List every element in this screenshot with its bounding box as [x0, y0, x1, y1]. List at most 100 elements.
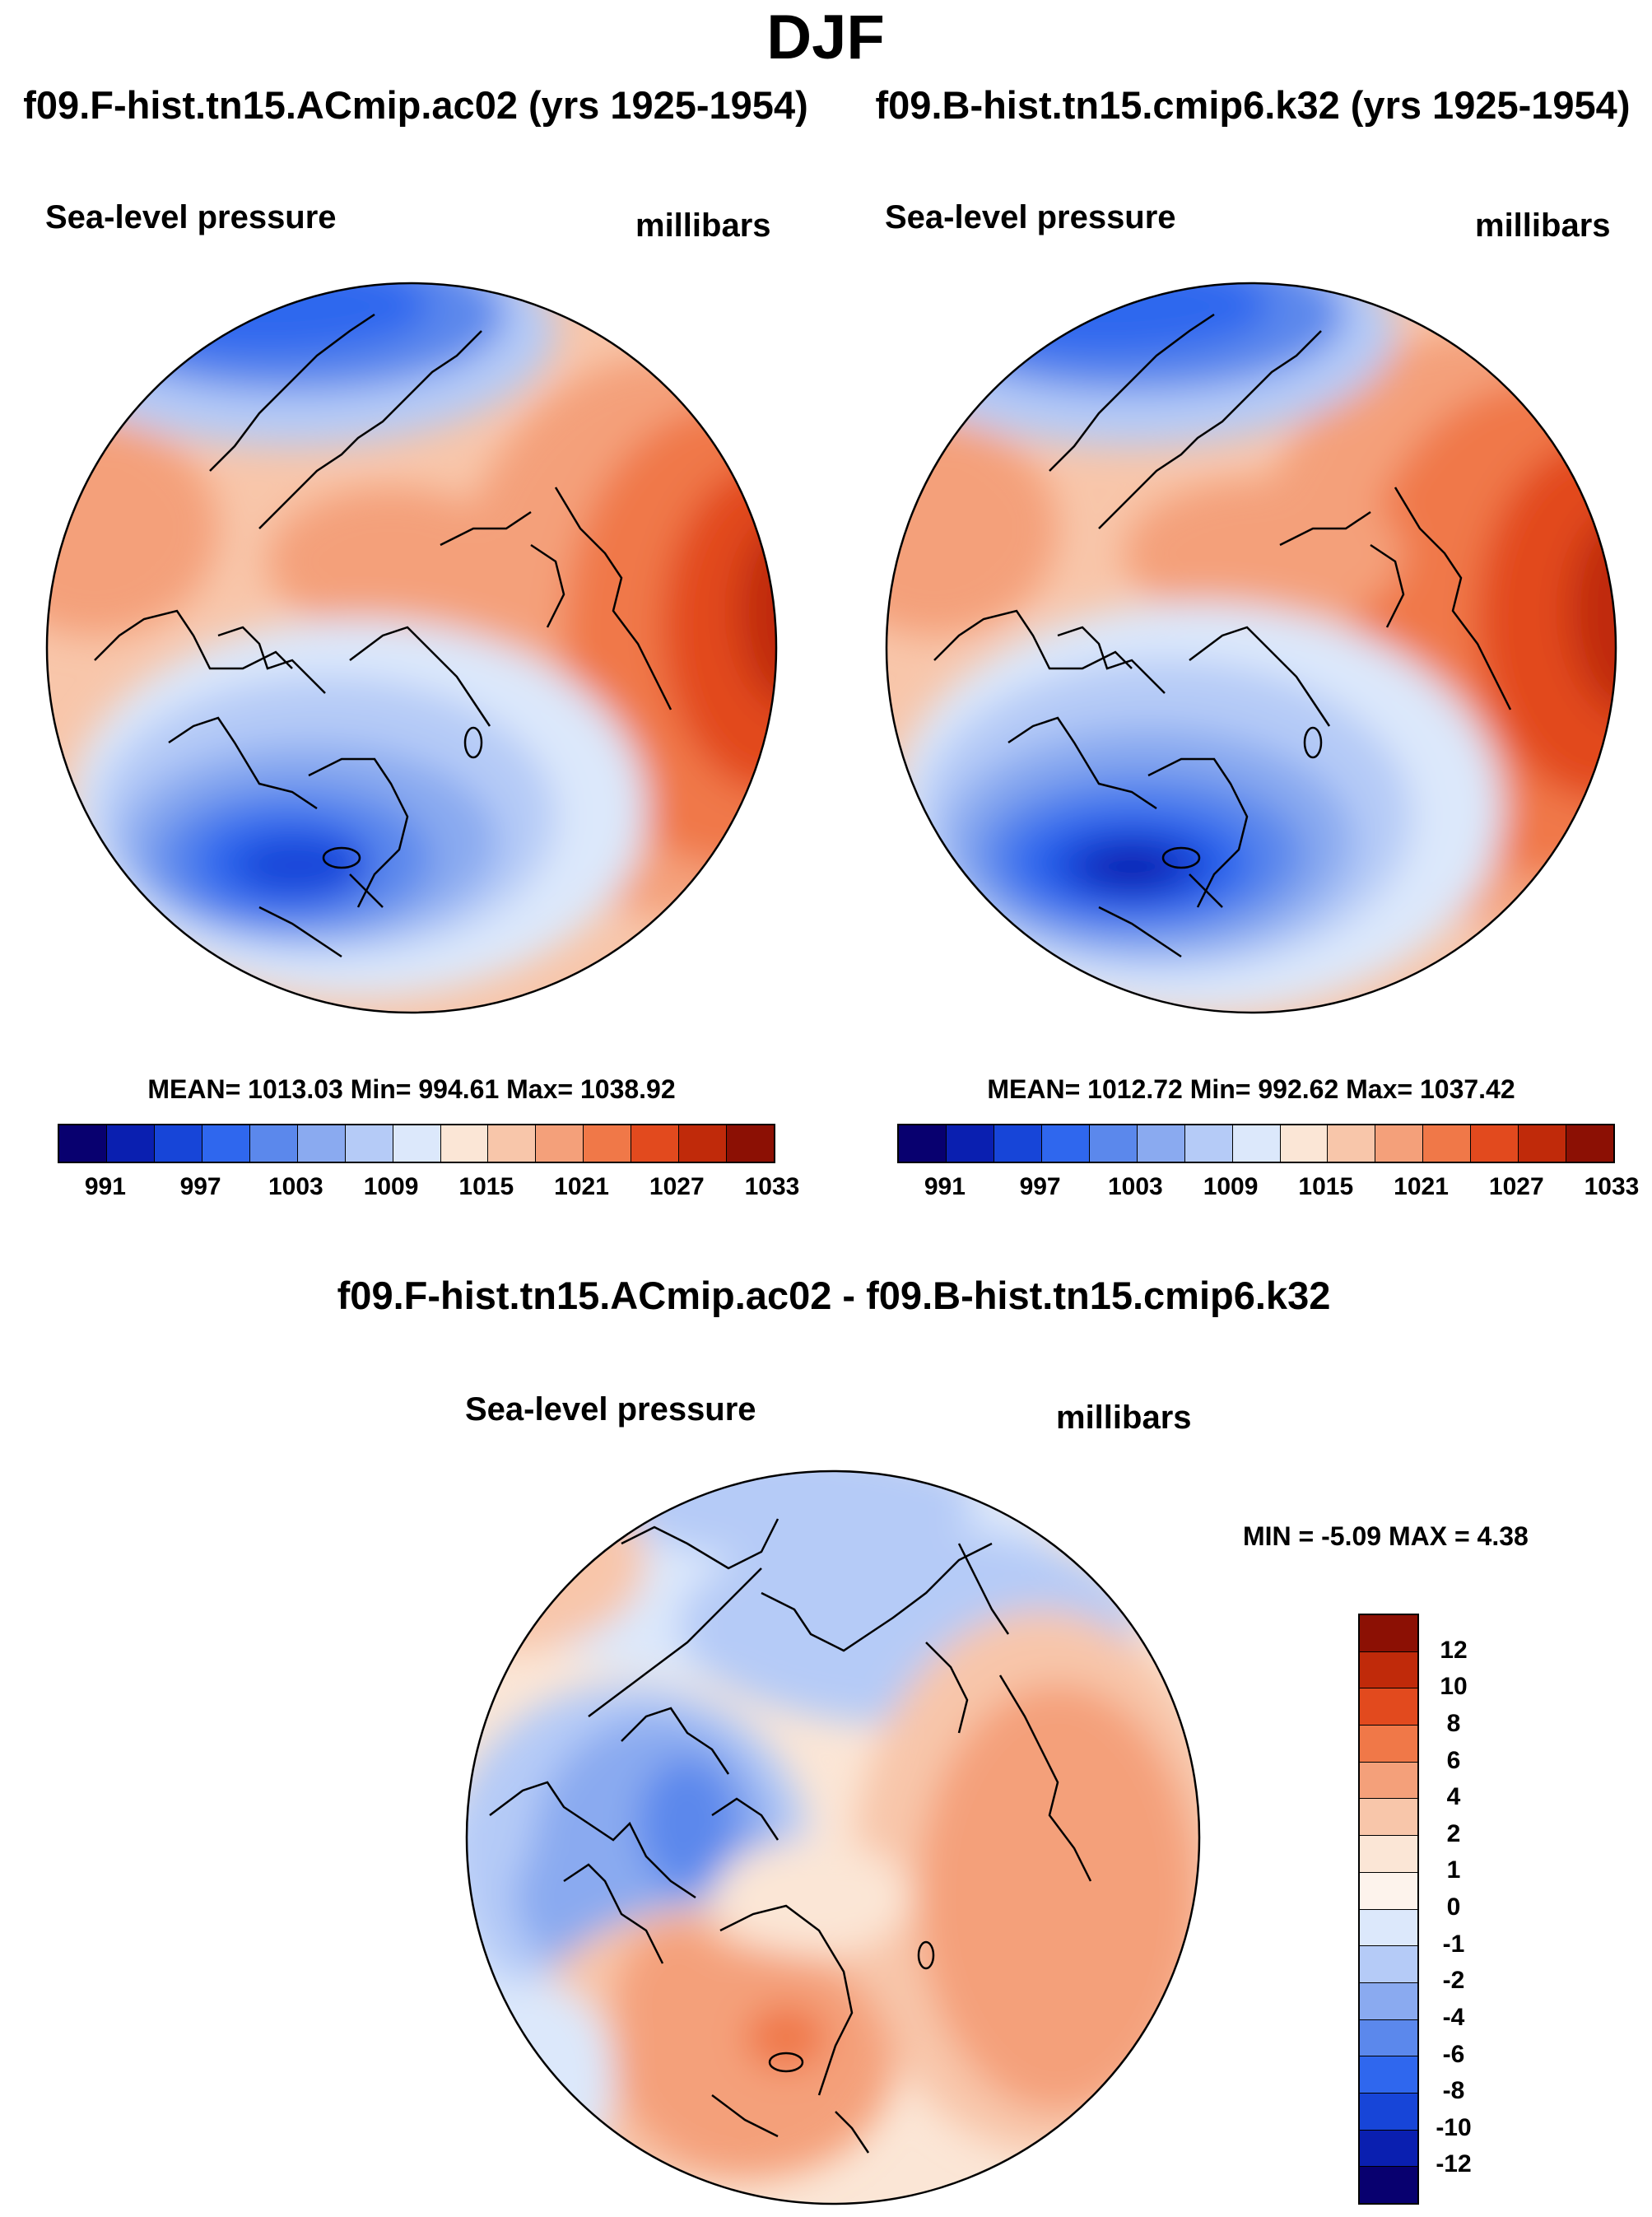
panel-a-colorbar-swatch	[536, 1125, 584, 1162]
panel-b-colorbar-swatch	[1566, 1125, 1614, 1162]
difference-colorbar-label: 10	[1440, 1673, 1468, 1701]
panel-b-units-label: millibars	[1475, 207, 1611, 244]
panel-b-colorbar-swatch	[1041, 1125, 1090, 1162]
difference-colorbar-label: -8	[1442, 2077, 1465, 2105]
panel-b-colorbar-swatch	[899, 1125, 947, 1162]
difference-map-border	[465, 1469, 1201, 2205]
difference-colorbar-swatch	[1360, 1836, 1417, 1873]
panel-b-colorbar-label: 991	[924, 1173, 966, 1200]
panel-a-colorbar-label: 1015	[458, 1173, 514, 1200]
panel-a-colorbar-swatch	[59, 1125, 107, 1162]
panel-b-colorbar-swatch	[1232, 1125, 1281, 1162]
difference-slp-field	[467, 1471, 1199, 2204]
panel-a-map	[45, 282, 778, 1014]
difference-colorbar-swatch	[1360, 1909, 1417, 1947]
season-title: DJF	[766, 2, 885, 72]
difference-colorbar-label: 8	[1446, 1709, 1461, 1737]
panel-b-colorbar-swatch	[1184, 1125, 1233, 1162]
panel-a-colorbar-swatch	[488, 1125, 537, 1162]
panel-b-colorbar-swatch	[1137, 1125, 1185, 1162]
difference-colorbar-label: 4	[1446, 1783, 1461, 1811]
difference-colorbar-label: -12	[1436, 2150, 1472, 2178]
panel-a-colorbar-label: 997	[179, 1173, 221, 1200]
panel-b-colorbar-label: 1033	[1584, 1173, 1640, 1200]
difference-colorbar-label: -4	[1442, 2003, 1465, 2031]
difference-units-label: millibars	[1056, 1400, 1192, 1436]
difference-title: f09.F-hist.tn15.ACmip.ac02 - f09.B-hist.…	[337, 1274, 1331, 1317]
case-a-title: f09.F-hist.tn15.ACmip.ac02 (yrs 1925-195…	[23, 83, 808, 127]
panel-a-colorbar	[58, 1124, 775, 1163]
panel-b-slp-field	[886, 283, 1616, 1013]
difference-colorbar-swatch	[1360, 1872, 1417, 1910]
panel-a-colorbar-swatch	[154, 1125, 202, 1162]
difference-minmax: MIN = -5.09 MAX = 4.38	[1243, 1521, 1529, 1551]
panel-a-colorbar-swatch	[249, 1125, 298, 1162]
panel-b-colorbar-label: 1015	[1298, 1173, 1354, 1200]
difference-colorbar-label: 12	[1440, 1636, 1468, 1664]
panel-b-stats: MEAN= 1012.72 Min= 992.62 Max= 1037.42	[987, 1074, 1515, 1104]
difference-colorbar-swatch	[1360, 1651, 1417, 1689]
panel-a-colorbar-swatch	[440, 1125, 489, 1162]
difference-colorbar-swatch	[1360, 2093, 1417, 2131]
panel-a-colorbar-swatch	[679, 1125, 728, 1162]
panel-b-colorbar-swatch	[1375, 1125, 1424, 1162]
difference-colorbar-label: 2	[1446, 1819, 1461, 1847]
difference-colorbar-label: -10	[1436, 2113, 1472, 2141]
difference-colorbar-swatch	[1360, 1946, 1417, 1983]
difference-colorbar-label: 1	[1446, 1856, 1461, 1884]
panel-a-colorbar-swatch	[584, 1125, 632, 1162]
panel-a-colorbar-label: 1009	[363, 1173, 419, 1200]
panel-a-colorbar-swatch	[727, 1125, 775, 1162]
panel-a-colorbar-swatch	[345, 1125, 393, 1162]
panel-b-colorbar-swatch	[1089, 1125, 1138, 1162]
panel-b-colorbar-swatch	[1328, 1125, 1376, 1162]
panel-a-variable-label: Sea-level pressure	[45, 199, 337, 235]
panel-b-colorbar-swatch	[1423, 1125, 1472, 1162]
panel-b-colorbar-swatch	[1280, 1125, 1329, 1162]
panel-b-colorbar-swatch	[1519, 1125, 1567, 1162]
panel-a-colorbar-swatch	[297, 1125, 346, 1162]
panel-b-map	[885, 282, 1617, 1014]
panel-a-stats: MEAN= 1013.03 Min= 994.61 Max= 1038.92	[147, 1074, 676, 1104]
panel-b-colorbar-swatch	[1471, 1125, 1519, 1162]
difference-coastlines	[489, 1518, 1092, 2154]
panel-b-colorbar	[897, 1124, 1615, 1163]
panel-b-coastlines	[933, 313, 1512, 958]
panel-a-colorbar-label: 1033	[744, 1173, 800, 1200]
panel-b-colorbar-swatch	[946, 1125, 994, 1162]
panel-a-colorbar-label: 1021	[554, 1173, 609, 1200]
difference-colorbar	[1358, 1614, 1419, 2205]
difference-colorbar-label: -1	[1442, 1930, 1465, 1958]
panel-a-colorbar-label: 991	[84, 1173, 126, 1200]
panel-a-units-label: millibars	[635, 207, 771, 244]
difference-colorbar-swatch	[1360, 2056, 1417, 2094]
panel-b-colorbar-label: 1003	[1107, 1173, 1163, 1200]
panel-b-colorbar-label: 1027	[1488, 1173, 1544, 1200]
panel-b-colorbar-label: 997	[1019, 1173, 1061, 1200]
panel-b-variable-label: Sea-level pressure	[885, 199, 1176, 235]
panel-b-map-border	[885, 282, 1617, 1014]
panel-a-colorbar-swatch	[631, 1125, 680, 1162]
panel-a-colorbar-swatch	[393, 1125, 441, 1162]
difference-colorbar-label: -2	[1442, 1967, 1465, 1995]
panel-a-colorbar-swatch	[202, 1125, 250, 1162]
panel-a-colorbar-label: 1003	[268, 1173, 323, 1200]
panel-a-slp-field	[47, 283, 776, 1013]
difference-colorbar-label: 6	[1446, 1746, 1461, 1774]
difference-colorbar-swatch	[1360, 1688, 1417, 1726]
case-b-title: f09.B-hist.tn15.cmip6.k32 (yrs 1925-1954…	[875, 83, 1631, 127]
difference-variable-label: Sea-level pressure	[465, 1391, 756, 1428]
difference-map	[465, 1469, 1201, 2205]
panel-a-coastlines	[94, 313, 672, 958]
difference-colorbar-swatch	[1360, 1615, 1417, 1652]
difference-colorbar-label: 0	[1446, 1893, 1461, 1921]
difference-colorbar-swatch	[1360, 1762, 1417, 1800]
panel-b-colorbar-label: 1009	[1203, 1173, 1259, 1200]
difference-colorbar-swatch	[1360, 2130, 1417, 2168]
panel-a-map-border	[45, 282, 778, 1014]
difference-colorbar-swatch	[1360, 1982, 1417, 2020]
difference-colorbar-swatch	[1360, 2019, 1417, 2057]
panel-b-colorbar-swatch	[994, 1125, 1042, 1162]
difference-colorbar-swatch	[1360, 2167, 1417, 2203]
difference-colorbar-swatch	[1360, 1799, 1417, 1837]
